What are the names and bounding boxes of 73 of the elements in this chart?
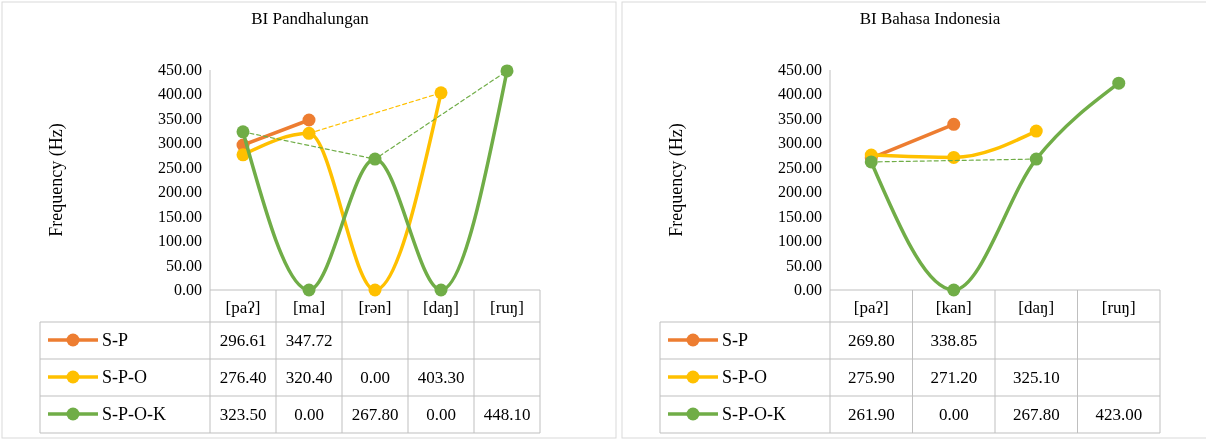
point [947,283,961,297]
x-tick-label: [daŋ] [423,298,459,317]
chart-title: BI Bahasa Indonesia [859,9,1001,28]
data-label: 0.00 [360,368,390,387]
point [1029,152,1043,166]
y-axis-title: Frequency (Hz) [46,123,67,237]
y-tick-label: 150.00 [778,207,822,225]
data-label: 448.10 [483,405,531,424]
legend-label: S-P-O-K [722,404,787,424]
point [947,117,961,131]
data-label: 0.00 [938,405,969,424]
y-tick-label: 350.00 [158,109,202,127]
point [1112,76,1126,90]
y-tick-label: 200.00 [778,183,822,201]
data-label: 261.90 [847,405,895,424]
y-tick-label: 450.00 [778,61,822,78]
point [302,113,316,127]
point [302,283,316,297]
y-tick-label: 350.00 [778,109,822,127]
y-tick-label: 0.00 [794,281,822,298]
y-tick-label: 250.00 [158,158,202,176]
data-label: 267.80 [1012,405,1060,424]
y-tick-label: 50.00 [166,256,202,274]
legend-label: S-P-O-K [102,404,167,424]
x-tick-label: [rən] [358,298,392,317]
point [434,283,448,297]
point [434,86,448,100]
y-tick-label: 300.00 [778,134,822,152]
data-label: 269.80 [847,331,895,350]
legend-label: S-P-O [722,367,768,387]
y-tick-label: 100.00 [158,232,202,250]
y-tick-label: 250.00 [778,158,822,176]
y-tick-label: 50.00 [786,256,822,274]
data-label: 323.50 [219,405,267,424]
legend-label: S-P-O [102,367,148,387]
y-tick-label: 150.00 [158,207,202,225]
data-label: 320.40 [285,368,333,387]
y-axis-title: Frequency (Hz) [666,123,687,237]
y-tick-label: 200.00 [158,183,202,201]
y-tick-label: 0.00 [174,281,202,298]
legend-label: S-P [722,330,749,350]
point [302,126,316,140]
data-label: 338.85 [930,331,978,350]
x-tick-label: [paʔ] [225,298,261,317]
y-tick-label: 400.00 [158,85,202,103]
data-label: 276.40 [219,368,267,387]
point [1029,124,1043,138]
y-tick-label: 100.00 [778,232,822,250]
x-tick-label: [ruŋ] [1101,298,1136,317]
data-label: 0.00 [294,405,324,424]
y-tick-label: 400.00 [778,85,822,103]
data-label: 275.90 [847,368,895,387]
legend-label: S-P [102,330,129,350]
point [368,283,382,297]
point [947,150,961,164]
data-label: 423.00 [1095,405,1143,424]
data-label: 0.00 [426,405,456,424]
data-label: 403.30 [417,368,465,387]
y-tick-label: 300.00 [158,134,202,152]
data-label: 347.72 [285,331,333,350]
y-tick-label: 450.00 [158,61,202,78]
data-label: 271.20 [930,368,978,387]
x-tick-label: [paʔ] [853,298,889,317]
data-label: 267.80 [351,405,399,424]
data-label: 325.10 [1012,368,1060,387]
x-tick-label: [kan] [935,298,972,317]
point [500,64,514,78]
x-tick-label: [ruŋ] [490,298,524,317]
x-tick-label: [ma] [292,298,326,317]
data-label: 296.61 [219,331,267,350]
point [236,125,250,139]
x-tick-label: [daŋ] [1018,298,1055,317]
chart-title: BI Pandhalungan [251,9,370,28]
